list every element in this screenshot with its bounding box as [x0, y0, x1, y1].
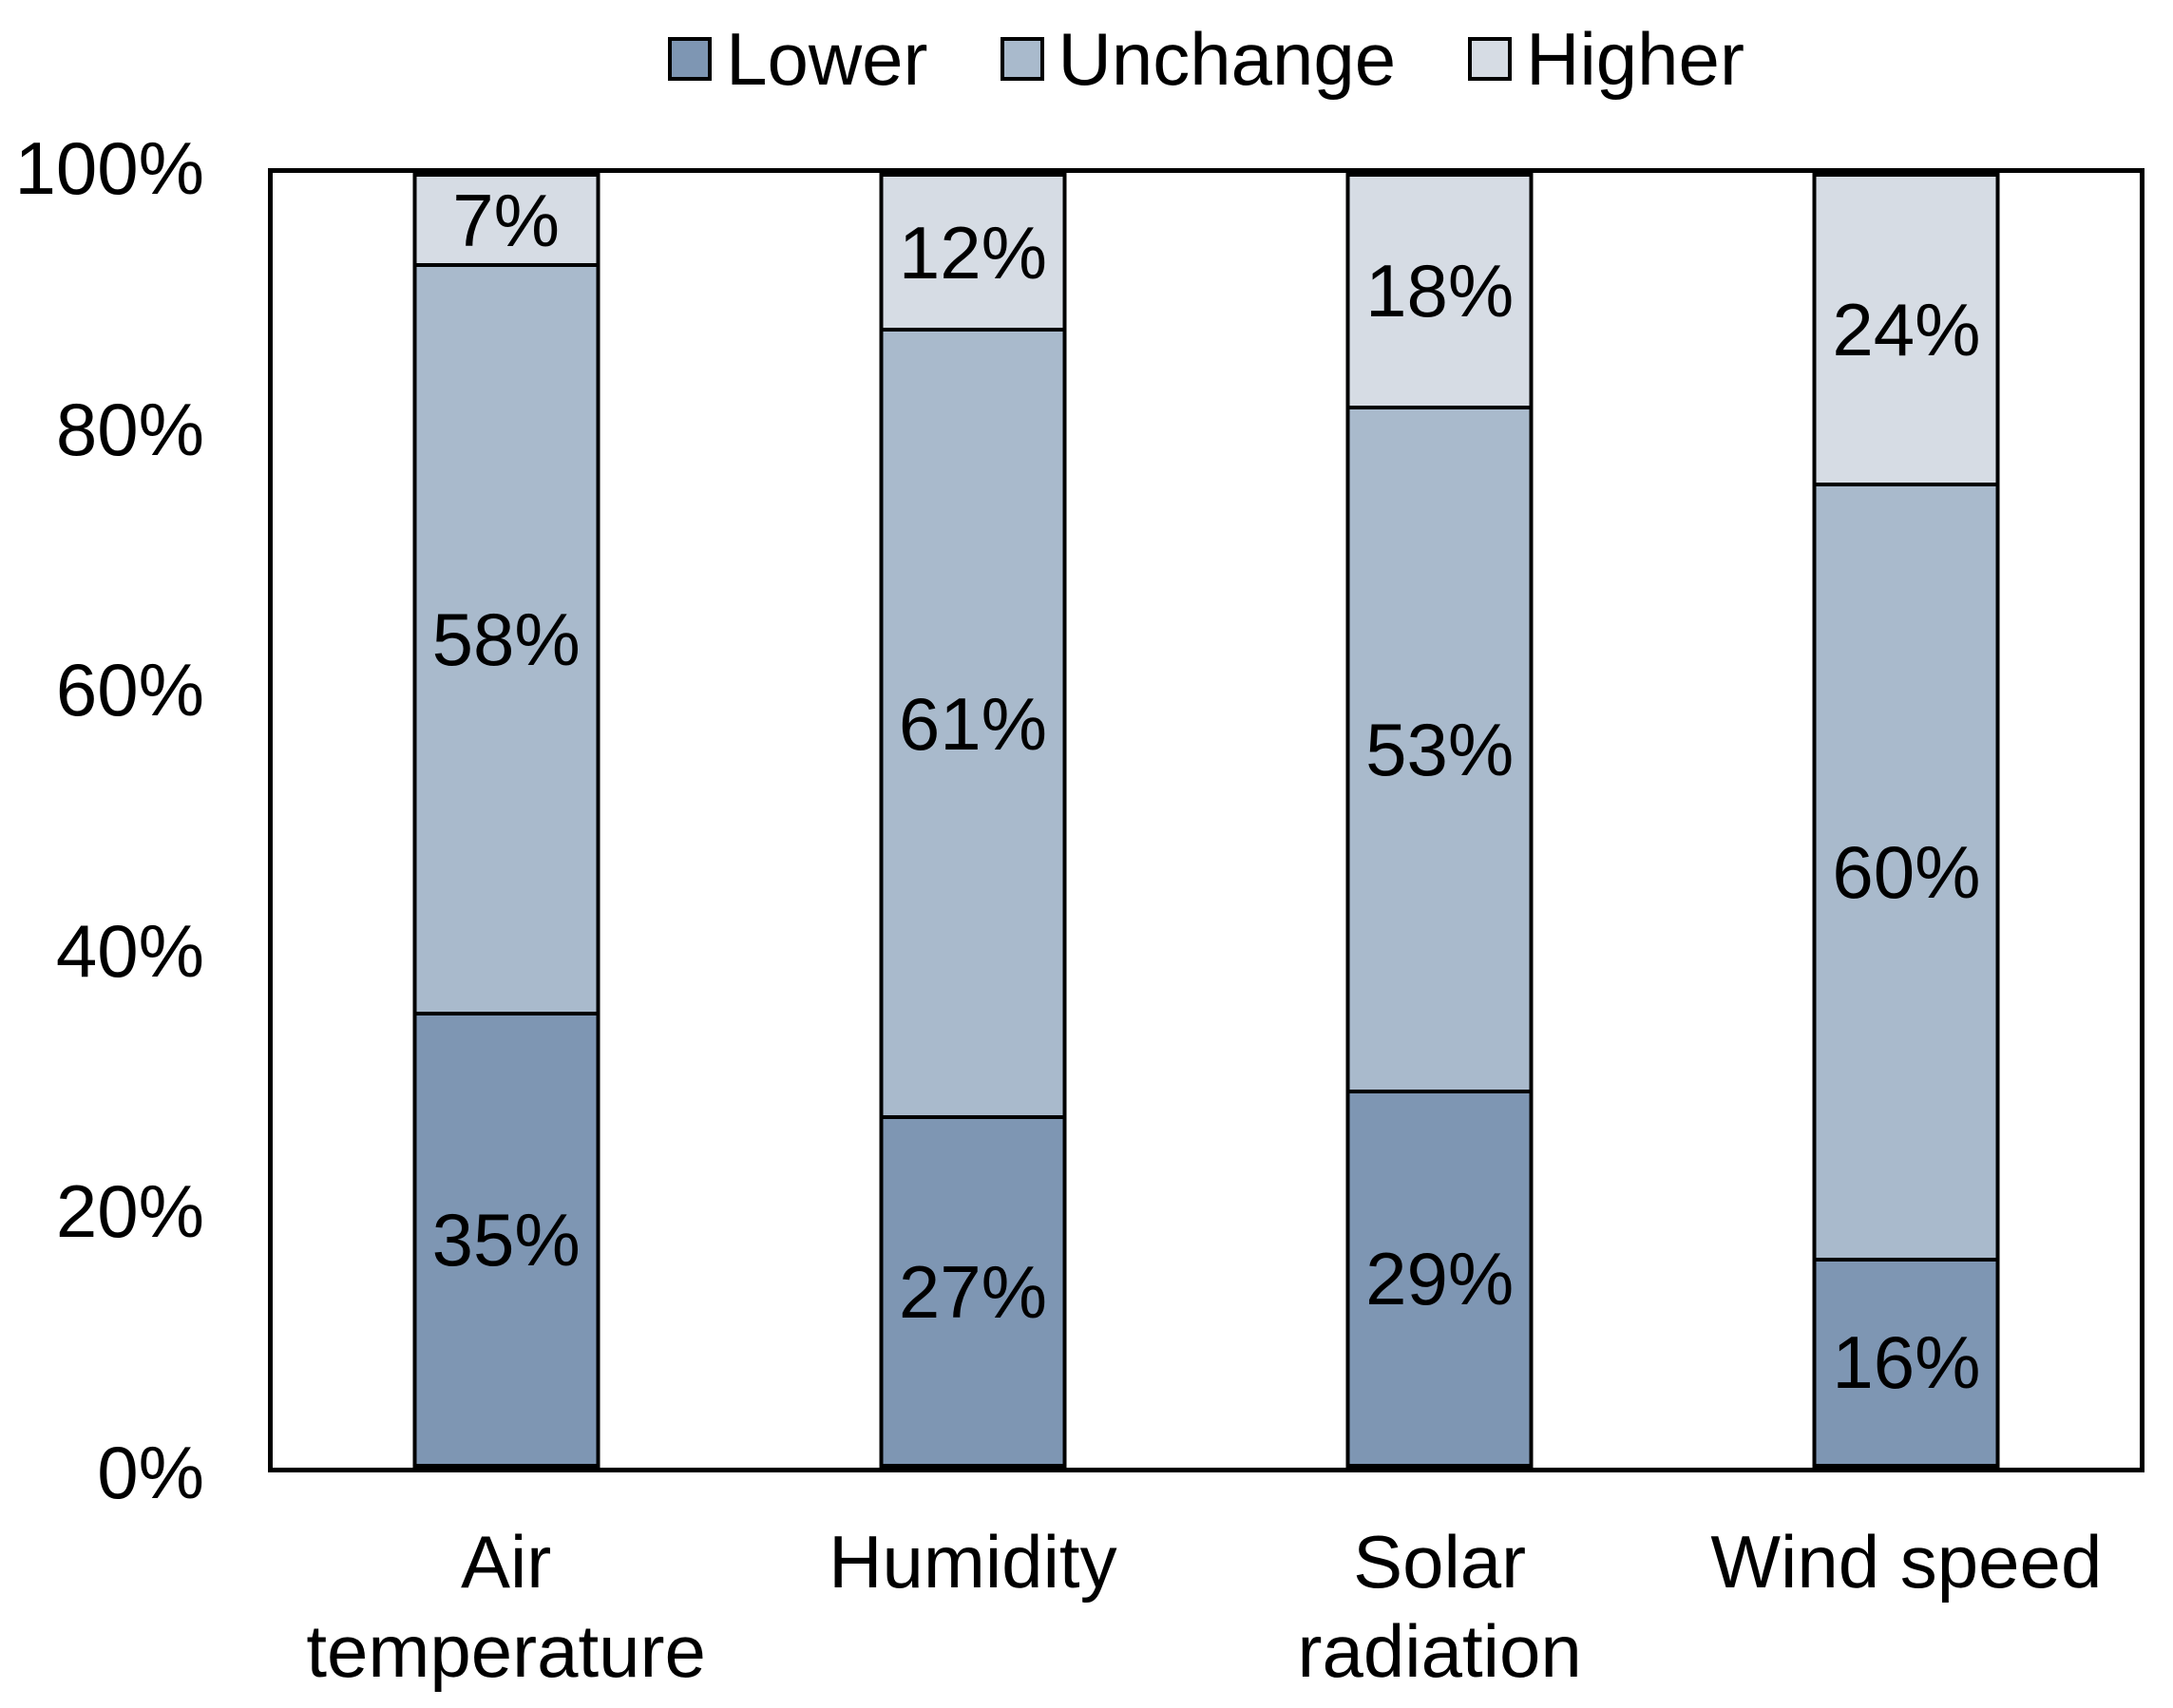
- legend: Lower Unchange Higher: [273, 13, 2140, 104]
- data-label-higher-wind-speed: 24%: [1832, 288, 1981, 372]
- category-label-air-temperature: Air temperature: [306, 1520, 706, 1693]
- data-label-lower-wind-speed: 16%: [1832, 1320, 1981, 1405]
- plot-area: 7% 58% 35% 12% 61% 27% 18% 53% 29% 24% 60% 16%: [268, 168, 2144, 1472]
- x-axis-category-labels: Air temperature Humidity Solar radiation Wind…: [273, 1517, 2140, 1702]
- y-tick-label-80: 80%: [55, 387, 204, 471]
- y-tick-label-0: 0%: [97, 1431, 204, 1514]
- category-label-humidity: Humidity: [829, 1520, 1117, 1604]
- segment-unchange-humidity: 61%: [881, 330, 1065, 1118]
- segment-higher-humidity: 12%: [881, 175, 1065, 331]
- segment-lower-humidity: 27%: [881, 1117, 1065, 1466]
- segment-lower-air-temperature: 35%: [414, 1014, 599, 1466]
- data-label-unchange-humidity: 61%: [898, 681, 1047, 766]
- data-label-higher-air-temperature: 7%: [452, 178, 560, 262]
- data-label-lower-humidity: 27%: [898, 1249, 1047, 1334]
- data-label-higher-solar-radiation: 18%: [1365, 249, 1515, 333]
- segment-higher-solar-radiation: 18%: [1347, 175, 1532, 408]
- data-label-lower-air-temperature: 35%: [431, 1198, 581, 1282]
- data-label-lower-solar-radiation: 29%: [1365, 1236, 1515, 1320]
- segment-higher-air-temperature: 7%: [414, 175, 599, 266]
- segment-lower-wind-speed: 16%: [1814, 1259, 1998, 1466]
- bar-humidity: 12% 61% 27%: [879, 173, 1067, 1468]
- legend-swatch-higher: [1468, 37, 1513, 81]
- y-axis-tick-labels: 0% 20% 40% 60% 80% 100%: [0, 131, 205, 1509]
- segment-unchange-solar-radiation: 53%: [1347, 407, 1532, 1091]
- segment-unchange-air-temperature: 58%: [414, 265, 599, 1015]
- legend-item-unchange: Unchange: [1000, 17, 1397, 101]
- legend-swatch-unchange: [1000, 37, 1044, 81]
- legend-swatch-lower: [668, 37, 713, 81]
- bar-solar-radiation: 18% 53% 29%: [1345, 173, 1534, 1468]
- legend-label: Lower: [726, 17, 928, 101]
- y-tick-label-20: 20%: [55, 1169, 204, 1254]
- data-label-unchange-solar-radiation: 53%: [1365, 707, 1515, 791]
- legend-label: Higher: [1526, 17, 1744, 101]
- y-tick-label-60: 60%: [55, 648, 204, 732]
- data-label-higher-humidity: 12%: [898, 210, 1047, 294]
- category-label-wind-speed: Wind speed: [1710, 1520, 2103, 1604]
- bar-air-temperature: 7% 58% 35%: [412, 173, 600, 1468]
- legend-label: Unchange: [1058, 17, 1397, 101]
- data-label-unchange-air-temperature: 58%: [431, 598, 581, 682]
- segment-lower-solar-radiation: 29%: [1347, 1091, 1532, 1466]
- segment-unchange-wind-speed: 60%: [1814, 484, 1998, 1260]
- data-label-unchange-wind-speed: 60%: [1832, 829, 1981, 914]
- y-tick-label-100: 100%: [14, 126, 205, 210]
- legend-item-higher: Higher: [1468, 22, 1744, 96]
- y-tick-label-40: 40%: [55, 908, 204, 993]
- segment-higher-wind-speed: 24%: [1814, 175, 1998, 485]
- category-label-solar-radiation: Solar radiation: [1297, 1520, 1582, 1693]
- bar-wind-speed: 24% 60% 16%: [1812, 173, 2000, 1468]
- legend-item-lower: Lower: [668, 17, 928, 101]
